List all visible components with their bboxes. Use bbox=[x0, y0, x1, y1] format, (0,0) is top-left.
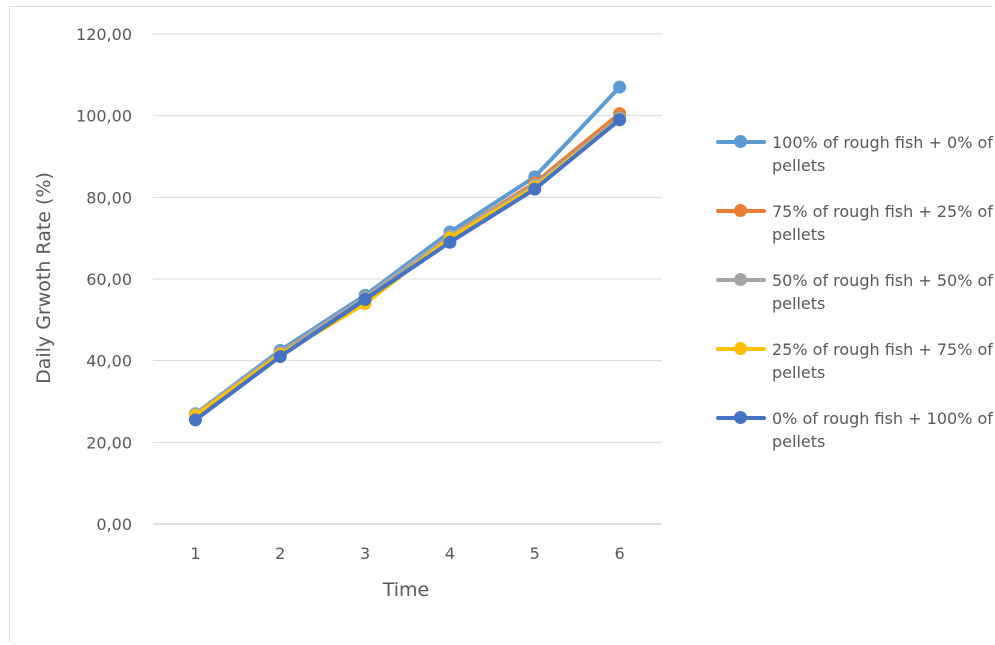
data-point bbox=[358, 292, 372, 306]
legend-swatch bbox=[716, 200, 766, 220]
x-tick-label: 1 bbox=[190, 544, 200, 563]
legend-swatch bbox=[716, 338, 766, 358]
series-line bbox=[193, 85, 622, 416]
legend-label: 50% of rough fish + 50% of pellets bbox=[772, 271, 993, 313]
legend-item: 75% of rough fish + 25% of pellets bbox=[716, 200, 994, 269]
gridlines bbox=[153, 33, 662, 525]
data-point bbox=[443, 235, 457, 249]
legend-item: 0% of rough fish + 100% of pellets bbox=[716, 407, 994, 476]
y-axis-tick-labels: 0,00 20,00 40,00 60,00 80,00 100,00 120,00 bbox=[76, 25, 132, 534]
data-point bbox=[613, 80, 627, 94]
chart-frame bbox=[9, 6, 993, 642]
legend-label: 0% of rough fish + 100% of pellets bbox=[772, 409, 993, 451]
data-point bbox=[273, 350, 287, 364]
series-5 bbox=[188, 113, 627, 427]
legend-label: 75% of rough fish + 25% of pellets bbox=[772, 202, 993, 244]
y-tick-label: 40,00 bbox=[86, 352, 132, 371]
data-point bbox=[528, 182, 542, 196]
y-tick-label: 20,00 bbox=[86, 433, 132, 452]
legend-label: 100% of rough fish + 0% of pellets bbox=[772, 133, 993, 175]
series-line bbox=[193, 117, 622, 422]
y-axis-title: Daily Grwoth Rate (%) bbox=[33, 172, 55, 384]
data-point bbox=[613, 113, 627, 127]
x-tick-label: 2 bbox=[275, 544, 285, 563]
x-tick-label: 6 bbox=[614, 544, 624, 563]
y-tick-label: 80,00 bbox=[86, 188, 132, 207]
x-tick-label: 3 bbox=[360, 544, 370, 563]
legend-swatch bbox=[716, 407, 766, 427]
legend: 100% of rough fish + 0% of pellets 75% o… bbox=[716, 131, 994, 476]
x-axis-title: Time bbox=[382, 579, 430, 601]
y-tick-label: 100,00 bbox=[76, 107, 132, 126]
y-tick-label: 120,00 bbox=[76, 25, 132, 44]
y-tick-label: 60,00 bbox=[86, 270, 132, 289]
series-group bbox=[188, 80, 627, 427]
legend-item: 50% of rough fish + 50% of pellets bbox=[716, 269, 994, 338]
legend-label: 25% of rough fish + 75% of pellets bbox=[772, 340, 993, 382]
legend-swatch bbox=[716, 269, 766, 289]
x-axis-tick-labels: 1 2 3 4 5 6 bbox=[190, 544, 624, 563]
legend-item: 100% of rough fish + 0% of pellets bbox=[716, 131, 994, 200]
legend-item: 25% of rough fish + 75% of pellets bbox=[716, 338, 994, 407]
data-point bbox=[188, 413, 202, 427]
y-tick-label: 0,00 bbox=[96, 515, 132, 534]
x-tick-label: 4 bbox=[445, 544, 455, 563]
legend-swatch bbox=[716, 131, 766, 151]
x-tick-label: 5 bbox=[530, 544, 540, 563]
